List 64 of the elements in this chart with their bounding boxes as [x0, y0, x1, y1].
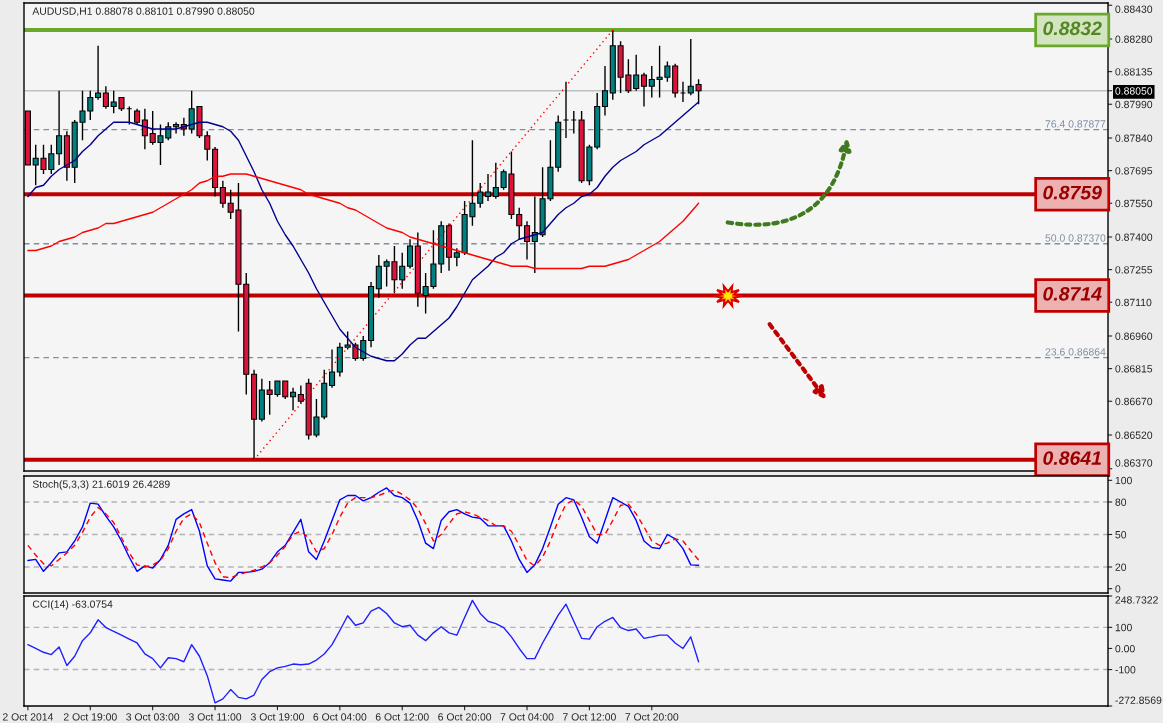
y-tick-label: 0	[1115, 585, 1121, 593]
ref-line-label: 0.8641	[1043, 451, 1101, 465]
y-tick-label: 0.86960	[1115, 332, 1153, 340]
x-tick-label: 3 Oct 11:00	[188, 713, 242, 721]
candlestick	[484, 173, 492, 202]
y-tick-label: 0.87695	[1115, 167, 1153, 175]
y-tick-label: 0.86520	[1115, 431, 1153, 439]
line-series	[27, 101, 700, 362]
candlestick	[328, 348, 336, 389]
y-tick-label: 0.88280	[1115, 35, 1153, 43]
y-tick-label: -272.8569	[1115, 696, 1162, 704]
candlestick	[95, 45, 102, 101]
x-tick-label: 2 Oct 19:00	[63, 713, 117, 721]
y-tick-label: 20	[1115, 563, 1127, 571]
y-tick-label: 248.7322	[1115, 596, 1158, 604]
x-tick-label: 2 Oct 2014	[2, 713, 54, 721]
candlestick	[601, 65, 609, 117]
ref-line-label: 23.6 0.86864	[1045, 348, 1106, 356]
y-tick-label: -100	[1115, 666, 1136, 674]
candlestick	[679, 81, 687, 103]
x-tick-label: 7 Oct 12:00	[563, 713, 616, 721]
y-tick-label: 0.87550	[1115, 199, 1153, 208]
y-tick-label: 100	[1115, 476, 1132, 485]
ref-line-label: 76.4 0.87877	[1045, 120, 1106, 128]
candlestick	[102, 85, 109, 110]
candlestick	[453, 247, 460, 267]
x-tick-label: 6 Oct 12:00	[375, 713, 429, 721]
y-tick-label: 80	[1115, 498, 1127, 506]
x-tick-label: 3 Oct 03:00	[126, 713, 180, 721]
y-tick-label: 0.86370	[1115, 459, 1153, 467]
ref-line-label: 0.8759	[1043, 185, 1102, 200]
candlestick	[297, 384, 304, 405]
candlestick	[570, 110, 577, 135]
ref-line-label: 0.8714	[1043, 286, 1102, 301]
x-tick-label: 6 Oct 04:00	[313, 713, 367, 721]
x-tick-label: 6 Oct 20:00	[438, 713, 492, 721]
candlestick	[523, 220, 531, 261]
y-tick-label: 0.00	[1115, 644, 1135, 653]
y-tick-label: 0.86815	[1115, 365, 1153, 373]
y-tick-label: 0.87110	[1115, 298, 1152, 307]
y-tick-label: 0.88050	[1115, 87, 1153, 95]
x-tick-label: 7 Oct 04:00	[500, 713, 554, 721]
candlestick	[289, 387, 297, 411]
y-tick-label: 0.88135	[1115, 68, 1153, 76]
candlestick	[56, 90, 63, 166]
y-tick-label: 0.87990	[1115, 100, 1153, 109]
y-tick-label: 0.86670	[1115, 397, 1153, 406]
chart-title: Stoch(5,3,3) 21.6019 26.4289	[32, 480, 170, 490]
candlestick	[406, 238, 414, 270]
x-tick-label: 7 Oct 20:00	[625, 713, 679, 721]
y-tick-label: 100	[1115, 623, 1132, 632]
y-tick-label: 50	[1115, 531, 1127, 539]
y-tick-label: 0.87840	[1115, 134, 1153, 142]
candlestick	[219, 180, 226, 209]
ref-line-label: 50.0 0.87370	[1045, 234, 1106, 242]
chart-title: AUDUSD,H1 0.88078 0.88101 0.87990 0.88050	[32, 7, 255, 17]
candlestick	[640, 72, 648, 108]
x-tick-label: 3 Oct 19:00	[250, 713, 304, 721]
y-tick-label: 0.88430	[1115, 5, 1153, 13]
y-tick-label: 0.87400	[1115, 233, 1153, 241]
ref-line-label: 0.8832	[1043, 21, 1102, 36]
y-tick-label: 0.87255	[1115, 266, 1153, 274]
chart-title: CCI(14) -63.0754	[32, 600, 113, 610]
candlestick	[141, 108, 148, 150]
